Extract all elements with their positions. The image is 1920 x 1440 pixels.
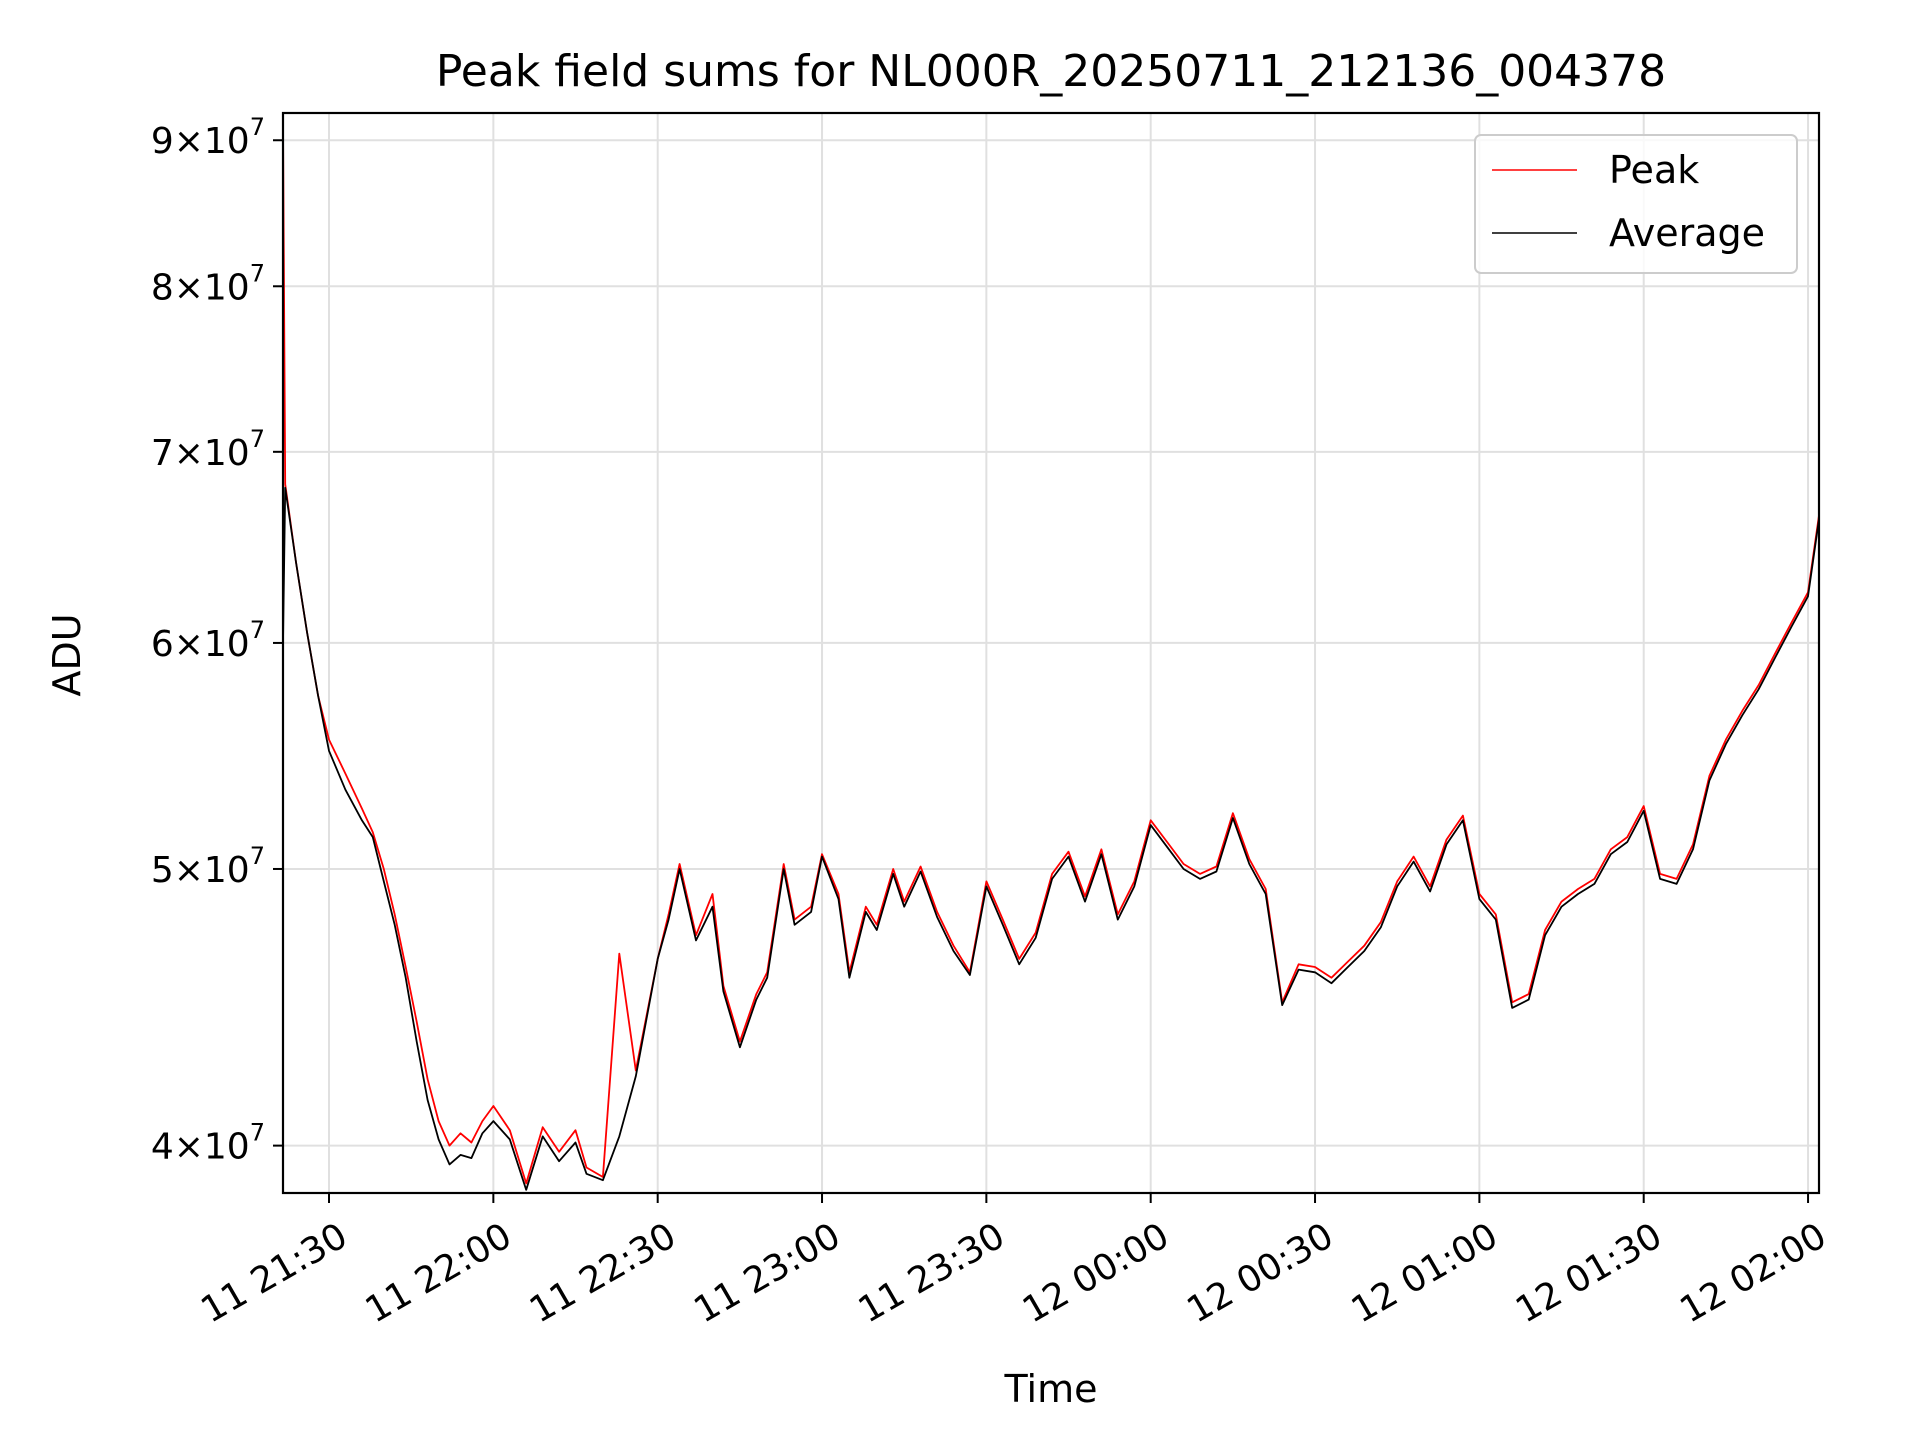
legend-label-average: Average	[1609, 211, 1765, 255]
chart-title: Peak field sums for NL000R_20250711_2121…	[436, 46, 1666, 97]
series-group	[283, 126, 1819, 1191]
series-line-average	[283, 486, 1819, 1191]
y-tick-label: 4×107	[151, 1119, 265, 1168]
y-axis-label: ADU	[45, 613, 89, 696]
legend-label-peak: Peak	[1609, 148, 1699, 192]
y-tick-label: 6×107	[151, 616, 265, 665]
y-tick-label: 9×107	[151, 113, 265, 162]
y-tick-label: 5×107	[151, 842, 265, 891]
x-axis-label: Time	[1004, 1367, 1098, 1411]
legend: Peak Average	[1474, 134, 1798, 274]
y-axis: 4×107 5×107 6×107 7×107 8×107 9×107	[151, 113, 283, 1168]
y-tick-label: 7×107	[151, 425, 265, 474]
y-tick-label: 8×107	[151, 259, 265, 308]
plot-frame	[281, 111, 1821, 1195]
grid	[283, 113, 1819, 1193]
